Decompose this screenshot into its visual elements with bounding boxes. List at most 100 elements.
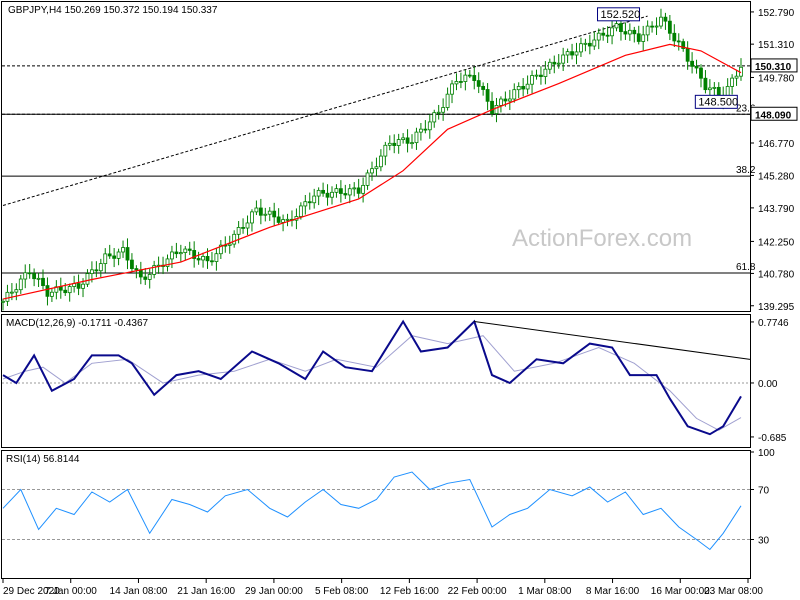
candle-body bbox=[321, 189, 325, 194]
rsi-layer bbox=[2, 471, 750, 551]
price-tick-label: 145.280 bbox=[758, 171, 795, 182]
candle-body bbox=[561, 54, 566, 64]
time-tick-label: 21 Jan 16:00 bbox=[177, 586, 235, 597]
candle-body bbox=[579, 43, 583, 53]
candle-body bbox=[707, 87, 712, 91]
candle-body bbox=[63, 289, 68, 294]
candle-body bbox=[534, 74, 539, 77]
time-tick-label: 5 Feb 08:00 bbox=[315, 586, 369, 597]
candle-body bbox=[499, 98, 503, 106]
candle-body bbox=[152, 265, 157, 275]
candle-body bbox=[307, 201, 312, 204]
candle-body bbox=[254, 207, 259, 213]
candle-body bbox=[303, 201, 308, 207]
candle-body bbox=[450, 83, 454, 95]
macd-tick-label: 0.00 bbox=[758, 379, 778, 390]
candle-body bbox=[454, 81, 459, 85]
candle-body bbox=[312, 195, 317, 204]
candle-body bbox=[543, 68, 548, 77]
candle-body bbox=[712, 86, 717, 89]
rsi-tick-label: 100 bbox=[758, 448, 775, 459]
candle-body bbox=[58, 286, 63, 291]
candle-body bbox=[201, 256, 205, 261]
candle-body bbox=[1, 300, 5, 303]
candle-body bbox=[636, 33, 641, 42]
candle-body bbox=[343, 193, 348, 196]
rsi-tick-label: 70 bbox=[758, 486, 770, 497]
fib-label-0: 23.6 bbox=[736, 103, 756, 114]
macd-trendline bbox=[474, 321, 751, 360]
candle-body bbox=[112, 255, 117, 259]
candle-body bbox=[401, 137, 406, 140]
candle-body bbox=[250, 211, 254, 224]
macd-tick-label: 0.7746 bbox=[758, 318, 789, 329]
price-tick-label: 143.790 bbox=[758, 204, 795, 215]
candle-body bbox=[427, 121, 432, 131]
candle-body bbox=[667, 20, 672, 34]
macd-signal-line bbox=[2, 335, 742, 431]
rsi-line bbox=[2, 471, 742, 551]
rsi-tick-label: 30 bbox=[758, 536, 770, 547]
candle-body bbox=[494, 105, 499, 114]
candle-body bbox=[227, 243, 232, 246]
price-tick-label: 139.295 bbox=[758, 302, 795, 313]
candle-body bbox=[587, 42, 592, 47]
candle-body bbox=[214, 253, 219, 262]
price-annotation-0: 152.520 bbox=[601, 9, 641, 21]
candle-body bbox=[143, 276, 148, 280]
candle-body bbox=[170, 251, 174, 260]
candle-body bbox=[485, 89, 490, 102]
candle-body bbox=[85, 273, 90, 285]
price-tick-label: 140.780 bbox=[758, 269, 795, 280]
time-tick-label: 29 Jan 00:00 bbox=[245, 586, 303, 597]
watermark: ActionForex.com bbox=[512, 225, 692, 252]
candle-body bbox=[690, 60, 694, 67]
candle-body bbox=[392, 142, 397, 146]
candle-body bbox=[121, 247, 125, 253]
candle-body bbox=[592, 39, 597, 47]
candle-body bbox=[583, 42, 588, 45]
candle-body bbox=[596, 32, 601, 41]
time-tick-label: 22 Feb 00:00 bbox=[448, 586, 507, 597]
candle-body bbox=[481, 85, 486, 90]
macd-panel-frame bbox=[1, 314, 751, 448]
candle-body bbox=[663, 16, 668, 22]
candle-body bbox=[507, 98, 512, 102]
candle-body bbox=[165, 258, 170, 267]
candle-body bbox=[459, 81, 463, 83]
macd-header: MACD(12,26,9) -0.1711 -0.4367 bbox=[6, 318, 149, 329]
price-tick-label: 146.770 bbox=[758, 139, 795, 150]
axis-price-tag-0: 150.310 bbox=[755, 62, 792, 73]
candle-body bbox=[641, 34, 646, 42]
axis-price-tag-box-0 bbox=[750, 58, 798, 73]
candle-body bbox=[116, 251, 121, 259]
macd-line bbox=[2, 319, 742, 436]
candle-body bbox=[241, 227, 245, 229]
candle-body bbox=[192, 250, 197, 259]
candle-body bbox=[703, 77, 708, 91]
candle-body bbox=[530, 75, 534, 85]
candle-body bbox=[378, 155, 383, 168]
time-tick-label: 23 Mar 08:00 bbox=[704, 586, 763, 597]
candle-body bbox=[94, 269, 99, 272]
candle-body bbox=[387, 142, 392, 146]
fib-label-1: 38.2 bbox=[736, 165, 756, 176]
candle-body bbox=[236, 227, 241, 235]
candle-body bbox=[32, 273, 37, 280]
candle-body bbox=[730, 77, 735, 87]
candle-body bbox=[463, 74, 468, 82]
candle-body bbox=[263, 213, 268, 216]
candle-body bbox=[9, 291, 14, 294]
candle-body bbox=[490, 100, 494, 114]
axis-layer: 152.790 151.310 149.780 148.090 146.770 145.2… bbox=[2, 8, 798, 597]
price-tick-label: 151.310 bbox=[758, 40, 795, 51]
candle-body bbox=[183, 248, 188, 253]
candle-body bbox=[36, 277, 41, 280]
candle-body bbox=[374, 166, 379, 170]
candle-body bbox=[556, 62, 561, 65]
time-tick-label: 7 Jan 00:00 bbox=[45, 586, 98, 597]
price-annotation-box-1 bbox=[694, 94, 738, 109]
candle-body bbox=[570, 51, 574, 56]
candle-body bbox=[23, 272, 28, 280]
candle-body bbox=[361, 184, 366, 194]
